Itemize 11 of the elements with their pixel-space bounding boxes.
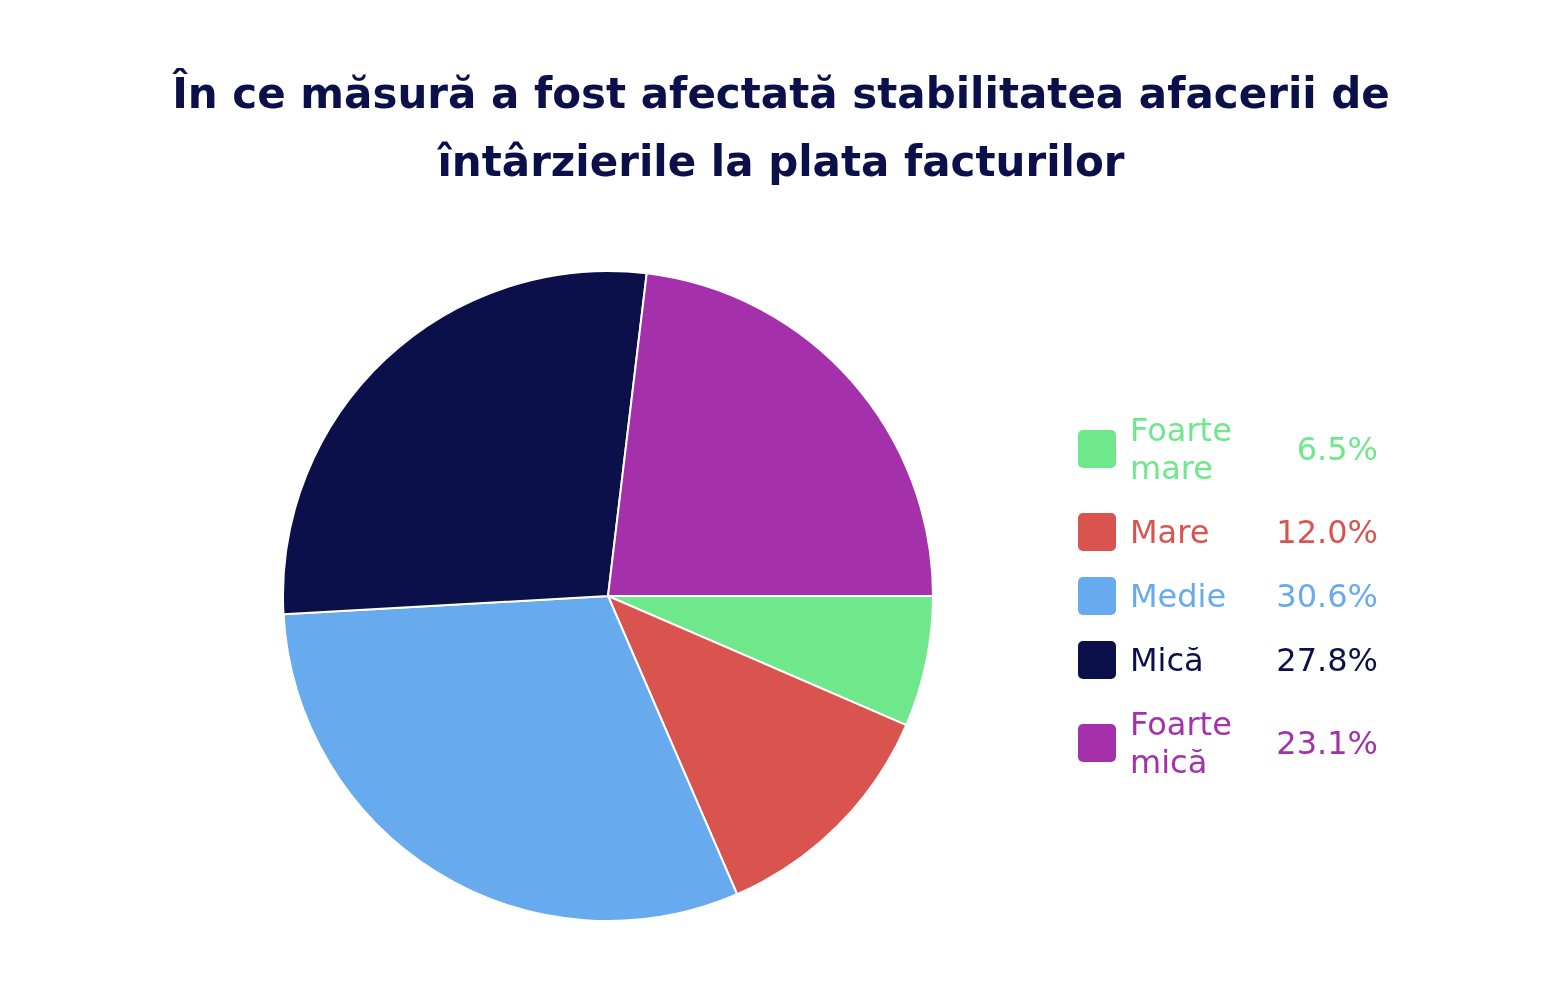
legend-label: Foarte mică <box>1130 705 1233 781</box>
data-label: 27.8% <box>1276 641 1378 679</box>
legend-label: Foarte mare <box>1130 411 1233 487</box>
data-label: 12.0% <box>1276 513 1378 551</box>
legend-label: Mare <box>1130 513 1211 551</box>
data-label: 30.6% <box>1276 577 1378 615</box>
data-label: 6.5% <box>1296 430 1378 468</box>
data-label: 23.1% <box>1276 724 1378 762</box>
legend-label: Mică <box>1130 641 1205 679</box>
legend-label: Medie <box>1130 577 1228 615</box>
chart-title: În ce măsură a fost afectată stabilitatea afacerii de întârzierile la plata facturilor <box>171 67 1391 188</box>
